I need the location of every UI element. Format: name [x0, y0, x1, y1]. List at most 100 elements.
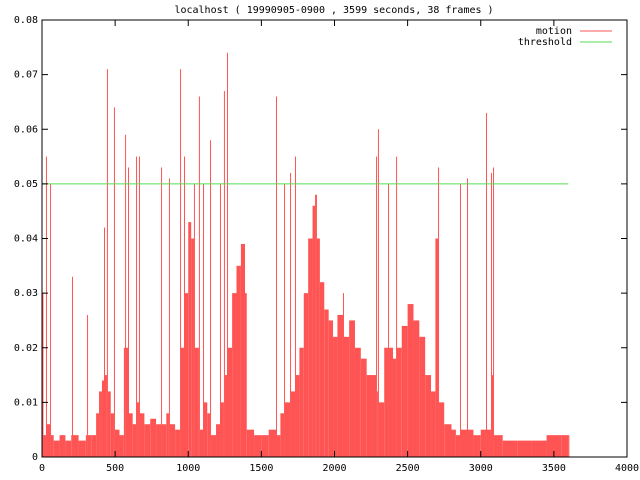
motion-impulse: [308, 238, 313, 457]
motion-impulse: [561, 435, 569, 457]
motion-impulse: [50, 183, 52, 457]
motion-impulse: [43, 435, 46, 457]
motion-impulse: [139, 413, 145, 457]
motion-impulse: [473, 435, 481, 457]
motion-impulse: [388, 183, 390, 457]
motion-impulse: [106, 69, 108, 457]
motion-impulse: [295, 156, 297, 457]
motion-impulse: [268, 429, 276, 457]
motion-impulse: [71, 276, 73, 457]
motion-impulse: [42, 293, 44, 457]
motion-impulse: [490, 172, 492, 457]
motion-impulse: [343, 336, 350, 457]
legend-label: motion: [536, 26, 572, 37]
motion-impulse: [175, 429, 181, 457]
motion-impulse: [114, 429, 120, 457]
motion-impulse: [113, 107, 115, 458]
motion-impulse: [451, 429, 456, 457]
motion-impulse: [72, 435, 79, 457]
motion-impulse: [161, 167, 163, 458]
motion-impulse: [459, 183, 461, 457]
motion-impulse: [517, 440, 532, 457]
motion-impulse: [284, 183, 286, 457]
motion-impulse: [303, 293, 309, 457]
motion-impulse: [119, 435, 124, 457]
motion-impulse: [276, 96, 277, 457]
motion-impulse: [136, 402, 139, 457]
motion-impulse: [407, 304, 414, 457]
motion-impulse: [99, 391, 102, 457]
motion-impulse: [290, 172, 292, 457]
motion-impulse: [107, 391, 111, 457]
motion-impulse: [316, 238, 320, 457]
motion-impulse: [240, 243, 245, 457]
motion-impulse: [376, 391, 378, 457]
x-tick-label: 1500: [249, 463, 273, 474]
motion-impulse: [276, 435, 281, 457]
motion-impulse: [366, 375, 373, 457]
motion-impulse: [199, 429, 204, 457]
x-tick-label: 1000: [176, 463, 200, 474]
motion-impulse: [396, 347, 402, 457]
motion-impulse: [184, 156, 186, 457]
motion-impulse: [168, 178, 170, 457]
motion-impulse: [193, 183, 195, 457]
motion-impulse: [396, 156, 398, 457]
x-tick-label: 500: [106, 463, 124, 474]
motion-impulse: [328, 320, 334, 457]
motion-impulse: [91, 435, 97, 457]
motion-impulse: [45, 156, 47, 457]
motion-impulse: [467, 178, 469, 457]
motion-impulse: [324, 309, 329, 457]
motion-impulse: [85, 435, 88, 457]
motion-impulse: [377, 129, 379, 457]
motion-impulse: [299, 347, 304, 457]
motion-impulse: [376, 156, 378, 457]
motion-impulse: [224, 375, 228, 457]
motion-impulse: [136, 156, 138, 457]
x-tick-label: 4000: [615, 463, 639, 474]
motion-impulse: [337, 314, 343, 457]
motion-impulse: [493, 435, 503, 457]
motion-impulse: [546, 435, 562, 457]
motion-impulse: [87, 435, 92, 457]
motion-impulse: [223, 91, 225, 457]
y-tick-label: 0.02: [14, 343, 38, 354]
motion-impulse: [104, 375, 107, 457]
motion-impulse: [502, 440, 518, 457]
motion-impulse: [110, 413, 114, 457]
y-tick-label: 0: [32, 452, 38, 463]
motion-impulse: [210, 435, 217, 457]
motion-impulse: [486, 429, 491, 457]
motion-impulse: [203, 183, 205, 457]
motion-impulse: [220, 402, 224, 457]
y-tick-label: 0.01: [14, 397, 38, 408]
motion-impulse: [444, 424, 452, 457]
motion-impulse: [101, 380, 105, 457]
motion-impulse: [284, 402, 291, 457]
motion-impulse: [493, 167, 495, 458]
motion-impulse: [166, 413, 169, 457]
motion-impulse: [419, 336, 426, 457]
motion-impulse: [280, 413, 285, 457]
motion-impulse: [315, 194, 317, 458]
y-tick-label: 0.03: [14, 288, 38, 299]
motion-impulse: [354, 347, 361, 457]
motion-impulse: [188, 222, 192, 457]
motion-impulse: [59, 435, 66, 457]
motion-impulse: [210, 140, 212, 458]
motion-impulse: [138, 156, 140, 457]
motion-impulse: [254, 435, 262, 457]
motion-impulse: [413, 320, 420, 457]
y-tick-label: 0.05: [14, 179, 38, 190]
motion-impulse: [455, 435, 460, 457]
motion-impulse: [227, 347, 233, 457]
motion-impulse: [150, 418, 157, 457]
motion-impulse: [388, 347, 393, 457]
motion-impulse: [96, 413, 100, 457]
motion-impulse: [53, 440, 60, 457]
y-tick-label: 0.04: [14, 234, 38, 245]
motion-impulse: [401, 325, 408, 457]
